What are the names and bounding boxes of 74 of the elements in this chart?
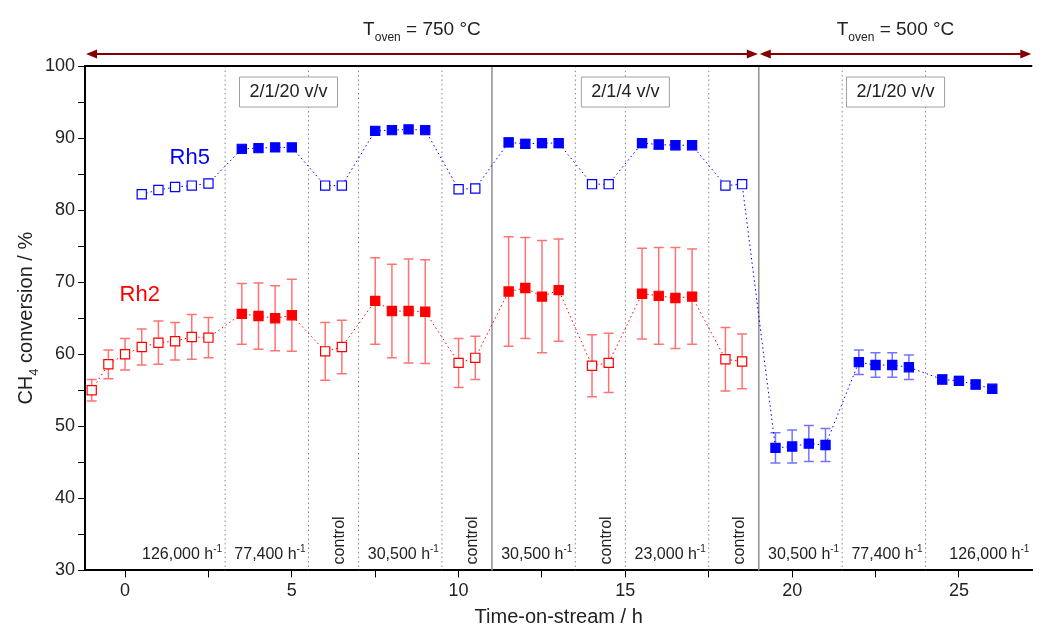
y-tick-label: 50 [55,415,76,436]
point [720,354,731,365]
point [420,306,431,317]
point [253,310,264,322]
point [370,295,381,307]
point [670,292,681,304]
point [403,124,414,135]
point [503,286,514,297]
x-tick-label: 5 [286,580,297,601]
point [770,442,781,454]
x-axis-title: Time-on-stream / h [474,604,643,627]
point [636,288,648,299]
point [453,357,464,369]
point [86,385,97,396]
y-tick-label: 100 [44,54,76,75]
annotation: control [463,516,481,565]
point [736,356,748,367]
point [153,337,164,348]
point [253,142,264,154]
point [820,439,831,451]
annotation: control [730,516,748,565]
point [586,360,598,371]
point [103,359,114,370]
point [269,313,281,324]
point [987,383,998,395]
x-tick-label: 10 [448,580,469,601]
point [136,341,147,353]
point [553,284,564,296]
point [786,441,798,452]
point [903,362,915,373]
point [386,305,398,317]
point [236,143,247,155]
series-label: Rh5 [169,143,210,169]
y-tick-label: 80 [55,199,76,220]
x-tick-label: 0 [120,580,131,601]
point [887,359,898,371]
point [520,282,531,294]
point [536,291,548,302]
annotation: 2/1/20 v/v [856,80,935,101]
point [653,290,664,302]
x-tick-label: 15 [615,580,636,601]
y-tick-label: 30 [55,559,76,580]
annotation: control [329,516,347,565]
x-tick-label: 20 [782,580,803,601]
point [169,336,181,347]
annotation: 2/1/4 v/v [591,80,660,101]
point [203,332,214,343]
point [336,341,348,353]
point [870,359,881,371]
point [119,349,131,360]
y-tick-label: 40 [55,487,76,508]
y-tick-label: 60 [55,343,76,364]
point [236,308,247,320]
point [286,310,298,321]
point [269,142,281,153]
point [686,291,698,302]
x-tick-label: 25 [948,580,969,601]
point [370,125,381,137]
series-label: Rh2 [119,281,160,307]
point [803,438,815,449]
annotation: 2/1/20 v/v [249,80,328,101]
point [186,331,197,343]
point [603,357,614,369]
point [420,124,431,136]
point [403,305,414,317]
point [286,142,298,153]
y-tick-label: 70 [55,271,76,292]
y-tick-label: 90 [55,127,76,148]
y-axis-title: CH4 conversion / % [13,231,41,405]
point [470,352,481,364]
annotation: control [596,516,614,565]
point [319,346,331,357]
point [386,124,398,136]
point [853,356,865,368]
